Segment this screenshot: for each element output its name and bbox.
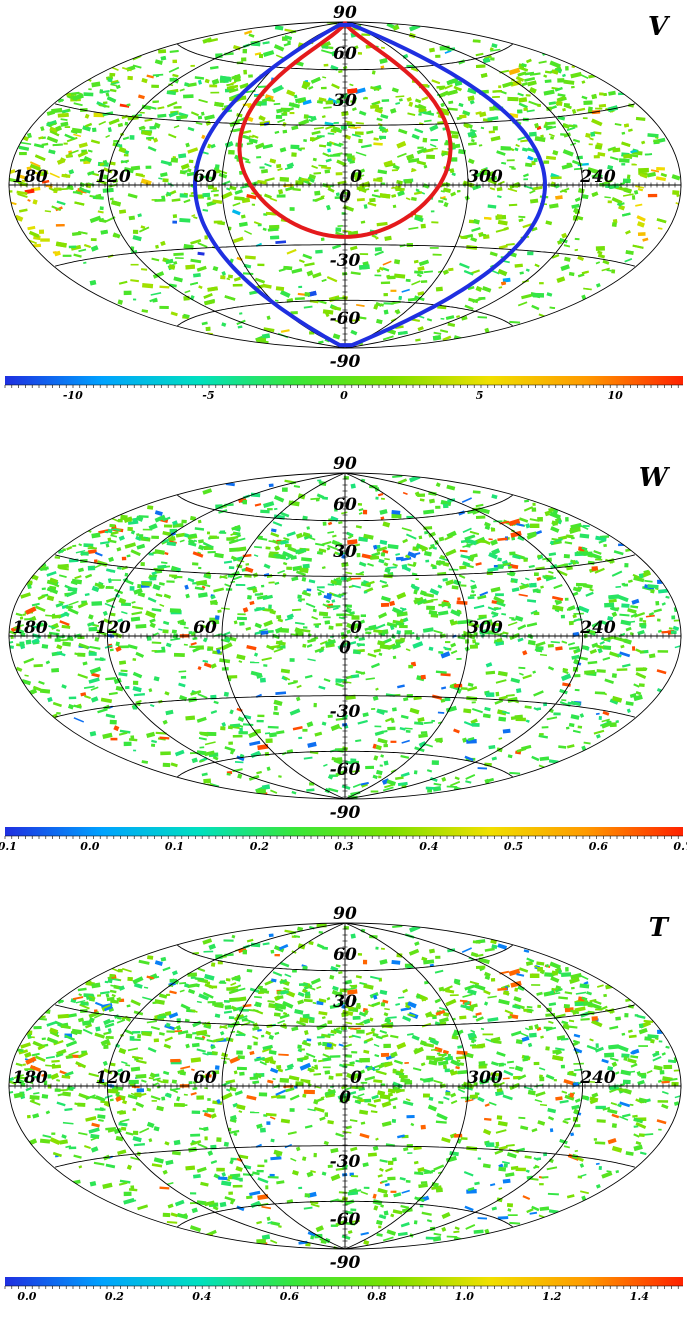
lon-label-180: 180 <box>12 1068 48 1088</box>
colorbar: -0.1 0.0 0.1 0.2 0.3 0.4 0.5 0.6 0.7 <box>0 827 687 853</box>
lat-label--90: -90 <box>330 352 361 372</box>
lat-label-30: 30 <box>333 992 357 1012</box>
blue-loop <box>192 22 548 348</box>
colorbar-tick-5: 5 <box>476 389 484 402</box>
lat-label-90: 90 <box>333 3 357 23</box>
lon-label-120: 120 <box>95 167 131 187</box>
colorbar-tick-0.7: 0.7 <box>673 840 687 853</box>
lon-label-180: 180 <box>12 167 48 187</box>
colorbar-tick-0.4: 0.4 <box>192 1290 211 1303</box>
colorbar-tick-0: 0 <box>340 389 348 402</box>
lat-label--30: -30 <box>330 1152 361 1172</box>
lat-label-30: 30 <box>333 91 357 111</box>
lon-label-240: 240 <box>579 167 616 187</box>
lon-label-300: 300 <box>467 1068 503 1088</box>
colorbar-tick-1.0: 1.0 <box>455 1290 474 1303</box>
colorbar-tick-0.6: 0.6 <box>280 1290 299 1303</box>
data-patches <box>9 923 681 1249</box>
lat-label-0: 0 <box>339 187 351 207</box>
lon-label-300: 300 <box>467 167 503 187</box>
lon-label-60: 60 <box>193 1068 217 1088</box>
lon-label-300: 300 <box>467 618 503 638</box>
lon-label-240: 240 <box>579 1068 616 1088</box>
colorbar-tick--5: -5 <box>202 389 214 402</box>
colorbar-tick-0.5: 0.5 <box>504 840 523 853</box>
lat-label--60: -60 <box>330 760 361 780</box>
lon-label-0: 0 <box>350 167 362 187</box>
colorbar-tick--10: -10 <box>63 389 83 402</box>
lat-label-60: 60 <box>333 495 357 515</box>
panel-label: V <box>648 12 671 42</box>
lat-label--90: -90 <box>330 1253 361 1273</box>
lat-label--90: -90 <box>330 803 361 823</box>
lon-label-0: 0 <box>350 618 362 638</box>
lon-label-60: 60 <box>193 618 217 638</box>
colorbar-tick-0.8: 0.8 <box>367 1290 386 1303</box>
lat-label-60: 60 <box>333 945 357 965</box>
lon-label-120: 120 <box>95 1068 131 1088</box>
colorbar-tick-0.6: 0.6 <box>589 840 608 853</box>
colorbar-tick--0.1: -0.1 <box>0 840 17 853</box>
lon-label-180: 180 <box>12 618 48 638</box>
red-loop <box>237 21 453 239</box>
colorbar-tick-0.2: 0.2 <box>105 1290 124 1303</box>
lat-label--30: -30 <box>330 251 361 271</box>
graticule <box>8 922 682 1250</box>
lat-label--60: -60 <box>330 309 361 329</box>
map-svg-w: 1801206003002409060300-30-60-90W-0.10.00… <box>0 454 687 853</box>
lon-label-0: 0 <box>350 1068 362 1088</box>
colorbar-tick-1.4: 1.4 <box>630 1290 649 1303</box>
data-patches <box>9 22 681 345</box>
colorbar-tick-0.4: 0.4 <box>419 840 438 853</box>
lon-label-240: 240 <box>579 618 616 638</box>
colorbar-tick-0.0: 0.0 <box>17 1290 36 1303</box>
map-panel-w: 1801206003002409060300-30-60-90W-0.10.00… <box>0 440 687 870</box>
lat-label--30: -30 <box>330 702 361 722</box>
panel-label: T <box>649 913 670 943</box>
lon-label-120: 120 <box>95 618 131 638</box>
map-panel-v: 180 120 60 0 300 240 90 60 30 0 -30 -60 -90 V -10 -5 0 5 1… <box>0 0 687 410</box>
lat-label-90: 90 <box>333 454 357 474</box>
lat-label-0: 0 <box>339 638 351 658</box>
map-panel-t: 180 120 60 0 300 240 90 60 30 0 -30 -60 -90 T 0.0 0.2 0.… <box>0 880 687 1319</box>
lat-label--60: -60 <box>330 1210 361 1230</box>
graticule <box>8 21 682 349</box>
lon-label-60: 60 <box>193 167 217 187</box>
lat-label-30: 30 <box>333 542 357 562</box>
colorbar: -10 -5 0 5 10 <box>4 376 683 402</box>
lat-label-0: 0 <box>339 1088 351 1108</box>
panel-label: W <box>639 463 671 493</box>
graticule <box>8 472 682 800</box>
lat-label-90: 90 <box>333 904 357 924</box>
colorbar-tick-0.1: 0.1 <box>165 840 184 853</box>
colorbar-tick-0.0: 0.0 <box>80 840 99 853</box>
colorbar-tick-0.2: 0.2 <box>250 840 269 853</box>
colorbar-tick-1.2: 1.2 <box>542 1290 561 1303</box>
colorbar: 0.0 0.2 0.4 0.6 0.8 1.0 1.2 1.4 <box>4 1277 683 1303</box>
colorbar-tick-0.3: 0.3 <box>334 840 353 853</box>
colorbar-tick-10: 10 <box>608 389 624 402</box>
lat-label-60: 60 <box>333 44 357 64</box>
